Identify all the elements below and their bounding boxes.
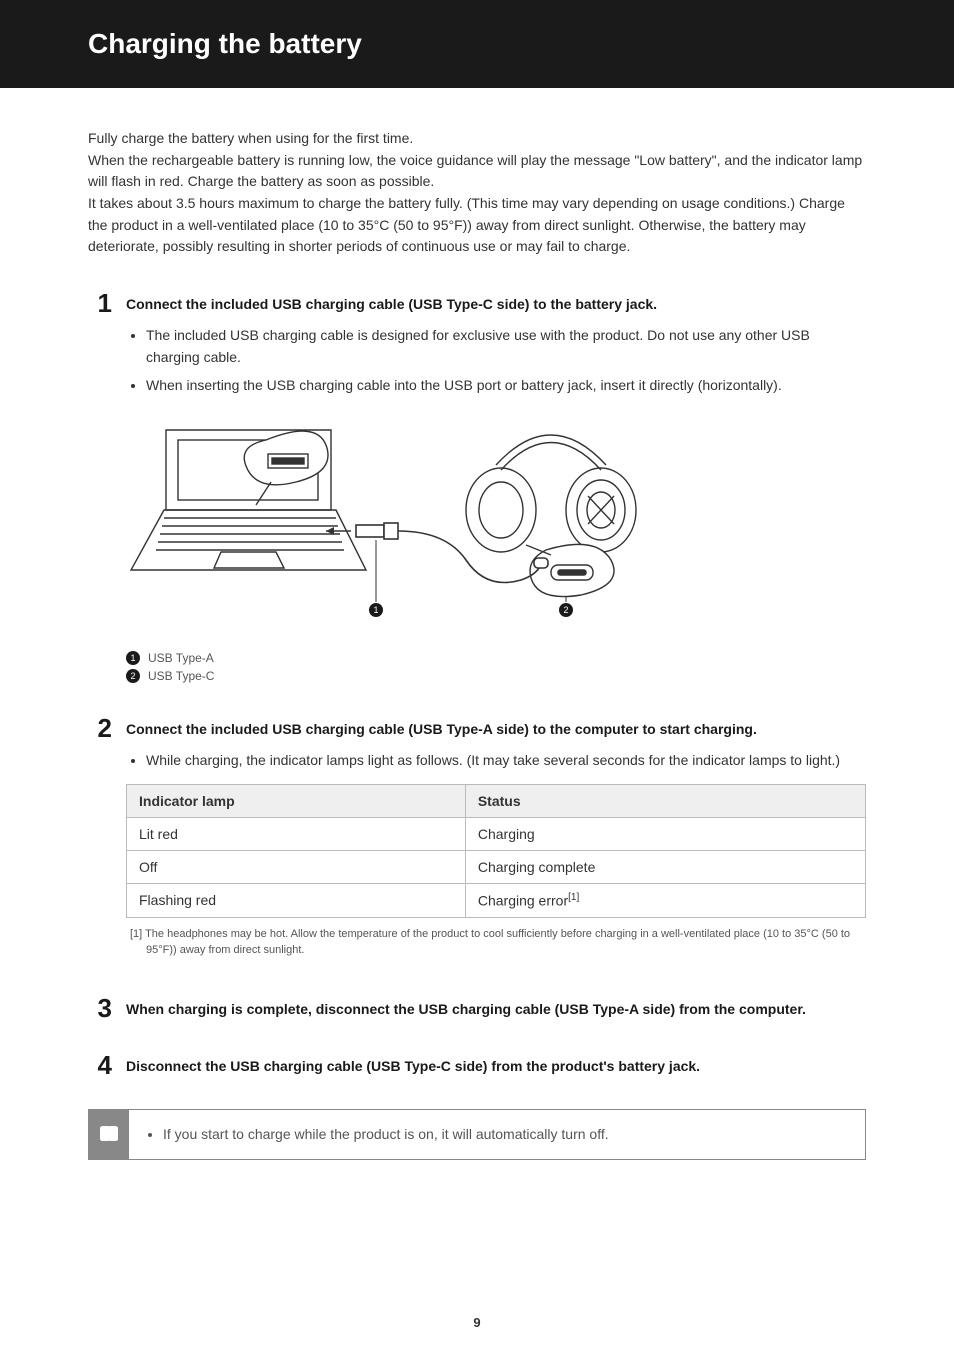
step-bullets: The included USB charging cable is desig… xyxy=(126,325,866,396)
table-cell: Charging complete xyxy=(465,850,865,883)
legend-badge-icon: 1 xyxy=(126,651,140,665)
step-title: When charging is complete, disconnect th… xyxy=(126,999,866,1020)
step-bullets: While charging, the indicator lamps ligh… xyxy=(126,750,866,772)
step-3: 3 When charging is complete, disconnect … xyxy=(88,995,866,1030)
diagram-legend: 1 USB Type-A 2 USB Type-C xyxy=(126,651,866,683)
intro-line: When the rechargeable battery is running… xyxy=(88,150,866,193)
table-cell: Off xyxy=(127,850,466,883)
note-list: If you start to charge while the product… xyxy=(145,1124,849,1145)
step-4: 4 Disconnect the USB charging cable (USB… xyxy=(88,1052,866,1087)
legend-label: USB Type-C xyxy=(148,669,214,683)
intro-line: It takes about 3.5 hours maximum to char… xyxy=(88,193,866,258)
diagram-block: 1 2 1 USB Type-A 2 xyxy=(126,410,866,683)
note-body: If you start to charge while the product… xyxy=(129,1110,865,1159)
table-row: Flashing red Charging error[1] xyxy=(127,883,866,917)
connection-diagram: 1 2 xyxy=(126,410,656,630)
step-title: Connect the included USB charging cable … xyxy=(126,294,866,315)
step-title: Disconnect the USB charging cable (USB T… xyxy=(126,1056,866,1077)
intro-line: Fully charge the battery when using for … xyxy=(88,128,866,150)
bullet: When inserting the USB charging cable in… xyxy=(146,375,866,397)
footnote: [1] The headphones may be hot. Allow the… xyxy=(126,926,866,959)
table-cell: Charging xyxy=(465,817,865,850)
step-number: 3 xyxy=(88,995,126,1021)
bullet: The included USB charging cable is desig… xyxy=(146,325,866,368)
step-title: Connect the included USB charging cable … xyxy=(126,719,866,740)
page: Charging the battery Fully charge the ba… xyxy=(0,0,954,1350)
step-number: 4 xyxy=(88,1052,126,1078)
table-row: Lit red Charging xyxy=(127,817,866,850)
note-icon xyxy=(89,1110,129,1159)
page-title: Charging the battery xyxy=(88,28,954,60)
table-header: Status xyxy=(465,784,865,817)
title-bar: Charging the battery xyxy=(0,0,954,88)
svg-text:1: 1 xyxy=(373,605,378,615)
step-body: Connect the included USB charging cable … xyxy=(126,715,866,972)
legend-label: USB Type-A xyxy=(148,651,214,665)
svg-text:2: 2 xyxy=(563,605,568,615)
status-table: Indicator lamp Status Lit red Charging O… xyxy=(126,784,866,918)
step-body: When charging is complete, disconnect th… xyxy=(126,995,866,1030)
table-cell: Charging error[1] xyxy=(465,883,865,917)
footnote-ref: [1] xyxy=(568,892,579,903)
step-2: 2 Connect the included USB charging cabl… xyxy=(88,715,866,972)
note-box: If you start to charge while the product… xyxy=(88,1109,866,1160)
legend-row: 2 USB Type-C xyxy=(126,669,866,683)
table-row: Off Charging complete xyxy=(127,850,866,883)
page-number: 9 xyxy=(0,1315,954,1330)
step-number: 2 xyxy=(88,715,126,741)
cell-text: Charging error xyxy=(478,893,568,909)
note-item: If you start to charge while the product… xyxy=(163,1124,849,1145)
table-cell: Flashing red xyxy=(127,883,466,917)
legend-badge-icon: 2 xyxy=(126,669,140,683)
step-body: Connect the included USB charging cable … xyxy=(126,290,866,693)
steps: 1 Connect the included USB charging cabl… xyxy=(88,290,866,1086)
step-number: 1 xyxy=(88,290,126,316)
legend-row: 1 USB Type-A xyxy=(126,651,866,665)
intro-block: Fully charge the battery when using for … xyxy=(88,128,866,258)
table-cell: Lit red xyxy=(127,817,466,850)
table-header: Indicator lamp xyxy=(127,784,466,817)
content: Fully charge the battery when using for … xyxy=(0,128,954,1160)
book-icon xyxy=(99,1126,119,1142)
step-body: Disconnect the USB charging cable (USB T… xyxy=(126,1052,866,1087)
step-1: 1 Connect the included USB charging cabl… xyxy=(88,290,866,693)
bullet: While charging, the indicator lamps ligh… xyxy=(146,750,866,772)
